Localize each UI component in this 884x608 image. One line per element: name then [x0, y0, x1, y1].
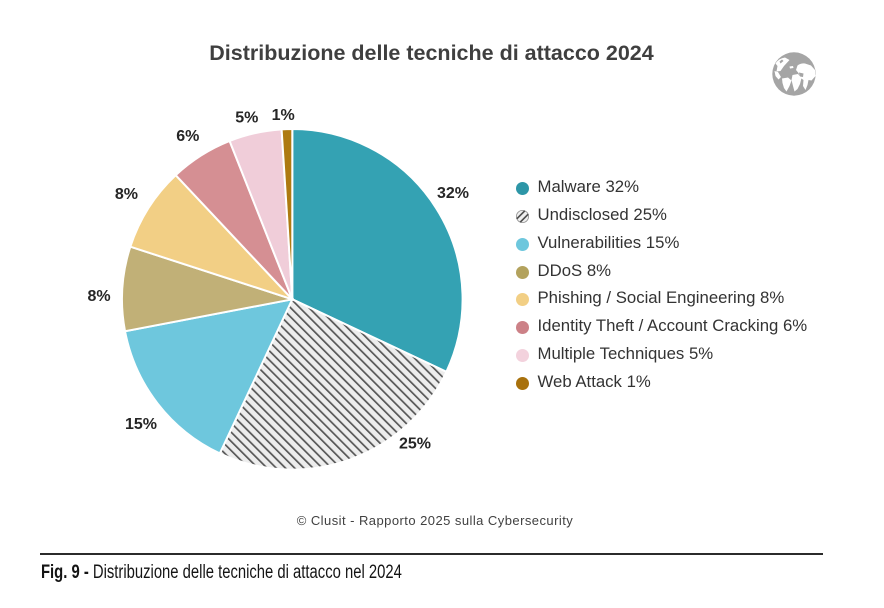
svg-text:25%: 25%	[399, 435, 431, 452]
svg-text:6%: 6%	[176, 128, 199, 145]
svg-text:15%: 15%	[125, 416, 157, 433]
svg-text:1%: 1%	[272, 107, 295, 124]
svg-text:32%: 32%	[437, 185, 469, 202]
svg-text:8%: 8%	[87, 288, 110, 305]
svg-text:5%: 5%	[235, 110, 258, 127]
svg-text:8%: 8%	[115, 186, 138, 203]
